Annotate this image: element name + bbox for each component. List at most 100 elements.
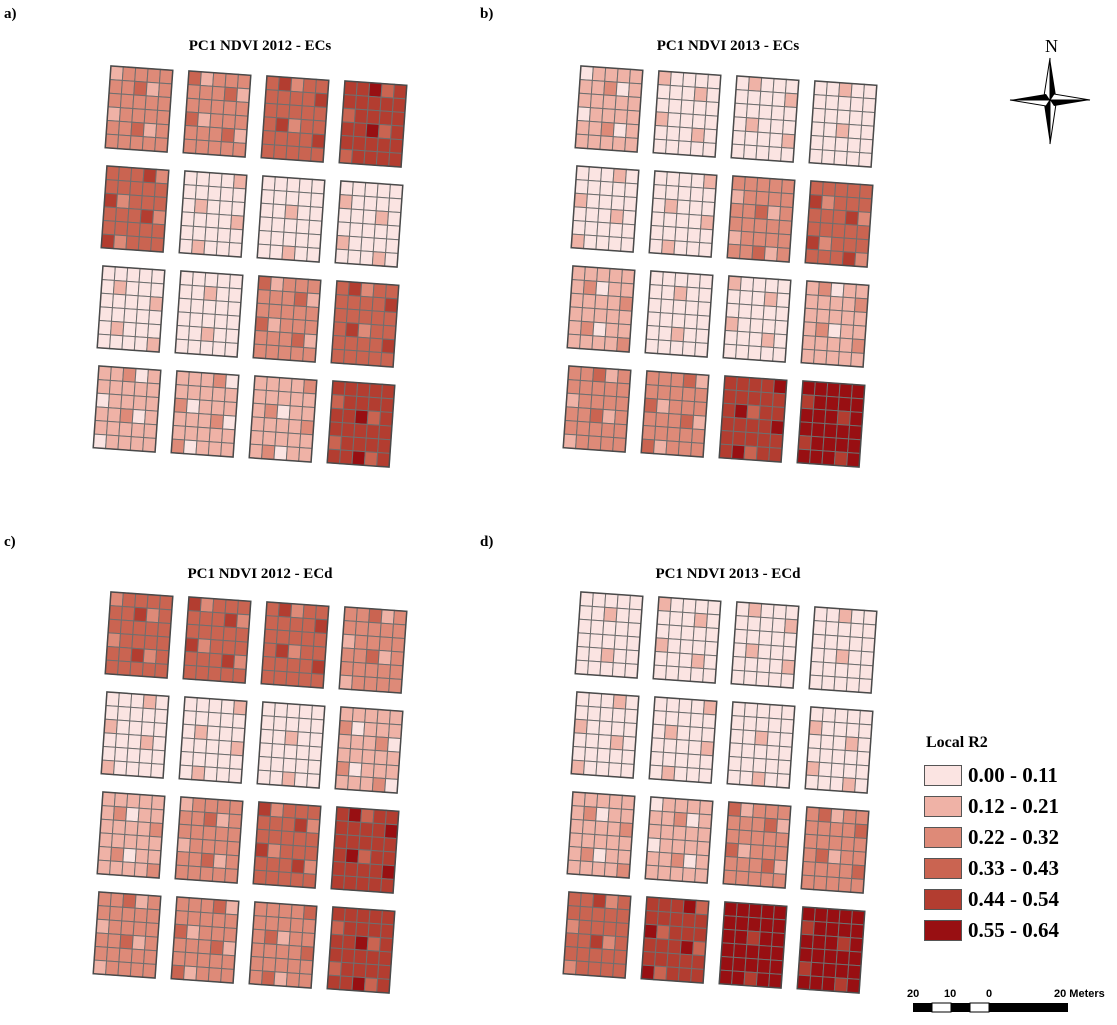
plot-cell [195, 665, 210, 682]
plot-cell [563, 419, 579, 436]
plot-cell [608, 748, 624, 765]
plot-outline [260, 601, 330, 689]
plot-cell [585, 719, 601, 736]
plot-cell [600, 167, 615, 183]
plot-cell [211, 611, 226, 628]
plot-cell [110, 307, 126, 323]
plot-cell [658, 325, 673, 342]
plot-cell [588, 646, 603, 663]
plot-block [808, 80, 878, 168]
plot-cell [363, 150, 378, 166]
plot-cell [679, 413, 695, 430]
plot-cell [341, 107, 356, 124]
plot-cell [769, 644, 785, 661]
plot-cell [822, 648, 838, 664]
plot-cell [644, 864, 660, 881]
plot-cell [824, 935, 839, 951]
plot-cell [130, 647, 145, 664]
plot-cell [147, 849, 162, 865]
legend-swatch [924, 858, 962, 879]
plot-cell [756, 177, 771, 193]
plot-cell [290, 377, 305, 394]
plot-cell [287, 644, 302, 660]
plot-cell [250, 942, 265, 958]
plot-cell [733, 628, 748, 645]
plot-cell [363, 676, 378, 692]
plot-block [170, 370, 240, 458]
plot-outline [338, 606, 408, 694]
plot-cell [196, 952, 211, 969]
plot-cell [216, 798, 231, 815]
plot-cell [720, 416, 735, 432]
plot-cell [681, 867, 697, 883]
plot-cell [676, 725, 691, 741]
plot-cell [183, 439, 198, 456]
plot-cell [338, 194, 353, 210]
plot-cell [387, 737, 402, 753]
plot-cell [170, 438, 186, 455]
plot-block [96, 265, 166, 353]
plot-cell [276, 615, 292, 632]
plot-cell [834, 708, 849, 724]
plot-cell [603, 336, 619, 352]
plot-cell [233, 654, 248, 670]
plot-cell [202, 825, 217, 841]
plot-cell [350, 194, 366, 211]
plot-cell [588, 107, 604, 123]
plot-cell [110, 846, 125, 863]
plot-cell [274, 957, 289, 974]
plot-cell [704, 640, 719, 657]
plot-cell [734, 89, 749, 105]
plot-cell [199, 597, 215, 613]
plot-cell [759, 917, 774, 934]
plot-cell [301, 932, 316, 948]
plot-cell [195, 697, 211, 713]
plot-cell [834, 963, 850, 980]
plot-cell [136, 295, 152, 311]
plot-cell [758, 104, 773, 120]
plot-cell [771, 617, 786, 634]
plot-cell [813, 875, 828, 892]
plot-cell [345, 308, 361, 325]
plot-cell [645, 324, 661, 341]
plot-cell [199, 71, 215, 87]
plot-cell [178, 764, 194, 781]
plot-cell [363, 721, 378, 738]
plot-cell [261, 129, 277, 146]
plot-cell [694, 72, 709, 89]
plot-cell [273, 144, 288, 161]
plot-cell [187, 339, 202, 356]
plot-cell [726, 243, 742, 260]
plot-cell [818, 761, 833, 778]
plot-cell [601, 934, 617, 951]
plot-cell [356, 336, 371, 353]
plot-cell [575, 691, 590, 707]
plot-cell [130, 422, 146, 439]
plot-cell [282, 231, 297, 248]
plot-cell [746, 404, 761, 420]
plot-cell [360, 282, 375, 298]
plot-cell [263, 628, 278, 645]
plot-cell [772, 873, 787, 889]
plot-cell [175, 896, 190, 912]
plot-cell [685, 286, 700, 303]
plot-cell [726, 289, 741, 305]
plot-cell [738, 815, 754, 832]
plot-cell [619, 282, 635, 299]
plot-cell [328, 421, 343, 437]
plot-cell [853, 837, 868, 853]
plot-cell [862, 83, 878, 100]
plot-cell [858, 152, 873, 168]
plot-cell [117, 692, 133, 708]
plot-cell [817, 281, 833, 297]
plot-cell [697, 813, 713, 830]
plot-cell [118, 947, 133, 964]
plot-cell [566, 379, 581, 395]
plot-block [796, 906, 866, 994]
plot-cell [844, 210, 860, 226]
plot-cell [154, 137, 169, 153]
plot-cell [362, 735, 377, 751]
plot-block [338, 606, 408, 694]
plot-cell [216, 227, 232, 244]
plot-outline [100, 165, 170, 253]
